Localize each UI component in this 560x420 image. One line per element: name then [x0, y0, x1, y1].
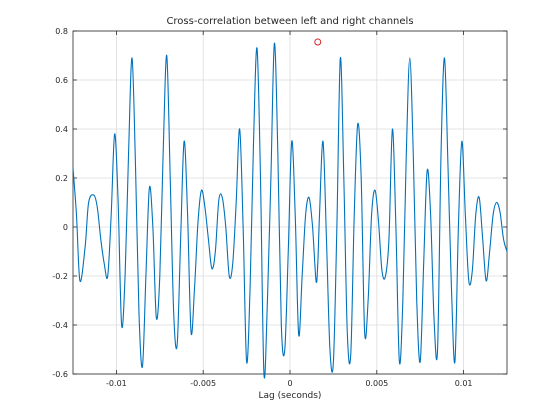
peak-marker [314, 38, 322, 46]
x-tick-label: -0.005 [190, 379, 216, 388]
y-tick-label: 0.6 [55, 76, 68, 85]
x-tick-label: -0.01 [106, 379, 127, 388]
y-tick-label: -0.2 [52, 272, 68, 281]
y-tick-label: 0 [63, 223, 68, 232]
x-tick-label: 0 [287, 379, 292, 388]
y-tick-labels: -0.6 -0.4 -0.2 0 0.2 0.4 0.6 0.8 [52, 27, 68, 379]
y-tick-label: 0.2 [55, 174, 68, 183]
tick-marks [73, 30, 507, 375]
y-tick-label: -0.6 [52, 370, 68, 379]
plot-area [72, 38, 508, 379]
y-tick-label: 0.4 [55, 125, 68, 134]
y-tick-label: 0.8 [55, 27, 68, 36]
y-tick-label: -0.4 [52, 321, 68, 330]
chart-title: Cross-correlation between left and right… [166, 16, 413, 27]
xcorr-series-line [72, 42, 508, 379]
x-axis-label: Lag (seconds) [259, 391, 322, 401]
x-tick-labels: -0.01 -0.005 0 0.005 0.01 [106, 379, 472, 388]
x-tick-label: 0.005 [365, 379, 388, 388]
x-tick-label: 0.01 [455, 379, 473, 388]
